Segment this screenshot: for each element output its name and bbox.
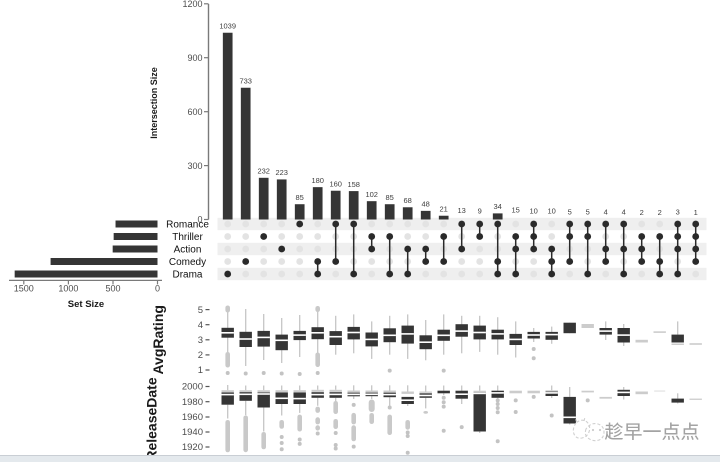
svg-text:2000: 2000	[182, 382, 203, 393]
svg-text:733: 733	[239, 76, 252, 85]
svg-text:85: 85	[386, 193, 394, 202]
svg-text:Action: Action	[174, 244, 202, 255]
svg-text:4: 4	[198, 320, 203, 331]
svg-text:1920: 1920	[182, 442, 203, 453]
svg-text:223: 223	[275, 168, 288, 177]
svg-text:3: 3	[198, 335, 203, 346]
svg-text:4: 4	[604, 208, 608, 217]
svg-text:180: 180	[311, 176, 324, 185]
svg-text:13: 13	[458, 206, 466, 215]
svg-text:500: 500	[105, 284, 120, 294]
svg-text:Set Size: Set Size	[68, 299, 104, 310]
svg-text:4: 4	[622, 208, 626, 217]
svg-text:1980: 1980	[182, 397, 203, 408]
svg-text:1960: 1960	[182, 412, 203, 423]
svg-text:5: 5	[198, 305, 203, 316]
svg-text:102: 102	[365, 190, 378, 199]
svg-text:1200: 1200	[182, 0, 202, 9]
svg-text:Drama: Drama	[172, 269, 202, 280]
svg-text:5: 5	[586, 207, 590, 216]
svg-text:1500: 1500	[14, 284, 34, 294]
svg-text:1039: 1039	[219, 21, 236, 30]
svg-text:AvgRating: AvgRating	[150, 305, 166, 374]
svg-text:2: 2	[658, 208, 662, 217]
svg-text:1940: 1940	[182, 427, 203, 438]
svg-text:0: 0	[197, 215, 202, 225]
svg-text:1: 1	[198, 365, 203, 376]
svg-text:ReleaseDate: ReleaseDate	[144, 377, 160, 460]
svg-text:900: 900	[187, 53, 202, 63]
svg-text:34: 34	[494, 202, 502, 211]
svg-text:3: 3	[676, 208, 680, 217]
svg-text:10: 10	[548, 206, 556, 215]
svg-text:1000: 1000	[58, 284, 78, 294]
svg-text:232: 232	[257, 167, 270, 176]
svg-text:68: 68	[404, 196, 412, 205]
svg-text:15: 15	[512, 206, 520, 215]
svg-text:5: 5	[568, 207, 572, 216]
svg-text:85: 85	[296, 193, 304, 202]
svg-text:Intersection Size: Intersection Size	[149, 67, 159, 139]
svg-text:300: 300	[187, 161, 202, 171]
svg-text:158: 158	[347, 180, 360, 189]
svg-text:2: 2	[198, 350, 203, 361]
svg-text:Romance: Romance	[166, 219, 209, 230]
svg-text:9: 9	[478, 207, 482, 216]
svg-text:600: 600	[187, 107, 202, 117]
svg-text:1: 1	[694, 208, 698, 217]
svg-text:160: 160	[329, 179, 342, 188]
svg-text:48: 48	[422, 200, 430, 209]
svg-text:0: 0	[155, 284, 160, 294]
svg-text:Comedy: Comedy	[169, 257, 206, 268]
svg-text:21: 21	[440, 204, 448, 213]
svg-text:2: 2	[640, 208, 644, 217]
svg-text:Thriller: Thriller	[172, 232, 203, 243]
svg-text:10: 10	[530, 206, 538, 215]
